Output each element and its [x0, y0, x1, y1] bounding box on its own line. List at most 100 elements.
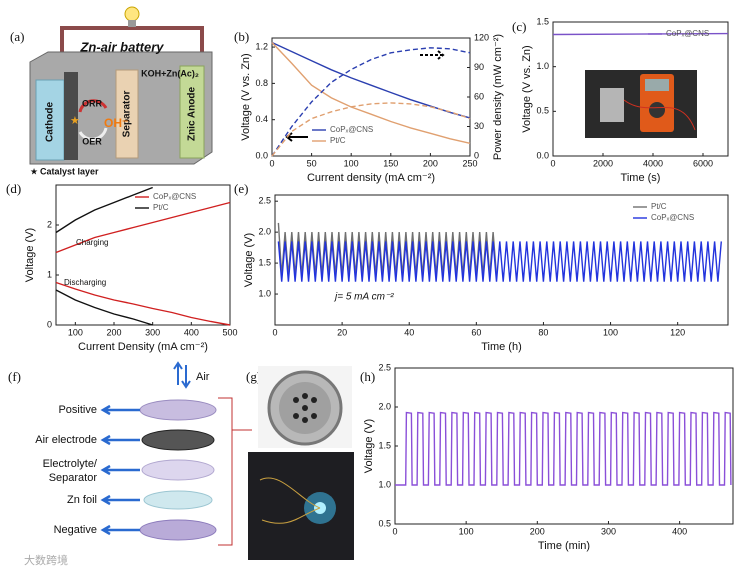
x-tick-label: 50 [307, 158, 317, 168]
disk-air-electrode [141, 429, 215, 451]
x-tick-label: 120 [670, 327, 685, 337]
air-arrows [173, 361, 191, 389]
series-line [271, 47, 471, 157]
series-line [271, 41, 471, 119]
panel-label: (e) [234, 181, 248, 196]
panel-label: (c) [512, 19, 526, 34]
annotation: Charging [76, 238, 108, 247]
y-axis-label: Voltage (V) [243, 233, 255, 287]
series-line [55, 201, 231, 254]
separator-label: Separator [122, 91, 133, 138]
x-axis-label: Time (s) [621, 172, 661, 184]
y-axis-label: Voltage (V) [363, 419, 375, 473]
catalyst-label: Catalyst layer [40, 166, 99, 176]
y-tick-label: 1.0 [536, 61, 549, 71]
series-line [271, 42, 471, 144]
disk-separator [141, 459, 215, 481]
y-tick-label: 2 [47, 219, 52, 229]
catalyst-layer [64, 72, 78, 160]
y2-tick-label: 30 [474, 121, 484, 131]
oer-label: OER [82, 136, 102, 146]
arrow-right [420, 50, 445, 60]
y2-tick-label: 60 [474, 91, 484, 101]
layer-label: Electrolyte/ [43, 458, 98, 470]
plot-frame [552, 21, 729, 157]
layer-label: Air electrode [35, 434, 97, 446]
photos [248, 366, 354, 560]
x-tick-label: 200 [106, 327, 121, 337]
x-tick-label: 0 [392, 526, 397, 536]
panel-label: (b) [234, 29, 249, 44]
x-tick-label: 200 [423, 158, 438, 168]
y-tick-label: 1 [47, 269, 52, 279]
electrolyte-label: KOH+Zn(Ac)₂ [141, 68, 199, 78]
x-axis-label: Current density (mA cm⁻²) [307, 172, 435, 184]
orr-label: ORR [82, 98, 103, 108]
oer-arrow [78, 127, 108, 141]
y-tick-label: 1.5 [536, 16, 549, 26]
wires [259, 477, 321, 524]
y-axis-label: Voltage (V) [24, 228, 36, 282]
x-axis-label: Time (h) [481, 341, 522, 353]
x-tick-label: 0 [550, 158, 555, 168]
legend-label: CoPₓ@CNS [330, 125, 373, 134]
dial [649, 102, 665, 118]
y-tick-label: 0.5 [378, 518, 391, 528]
y-axis-label: Voltage (V vs. Zn) [521, 45, 533, 132]
legend-label: Pt/C [651, 202, 667, 211]
y-tick-label: 0.0 [255, 150, 268, 160]
anode-label: Znic Anode [187, 87, 198, 142]
inset-photo [585, 70, 697, 138]
x-tick-label: 200 [530, 526, 545, 536]
bulb-base [128, 20, 136, 27]
y2-tick-label: 90 [474, 62, 484, 72]
ion-label: OH⁻ [104, 116, 128, 130]
legend-label: Pt/C [153, 203, 169, 212]
x-axis-label: Current Density (mA cm⁻²) [78, 341, 208, 353]
series-line [55, 281, 231, 326]
series-line [55, 289, 153, 326]
y-tick-label: 2.5 [378, 362, 391, 372]
series-line [55, 186, 153, 234]
annotation: j= 5 mA cm⁻² [333, 292, 394, 303]
y2-tick-label: 0 [474, 150, 479, 160]
series-line [277, 241, 722, 282]
y-tick-label: 2.5 [258, 196, 271, 206]
display [645, 79, 669, 91]
anode [179, 65, 205, 159]
panel-label: (f) [8, 369, 21, 384]
battery-title: Zn-air battery [79, 39, 164, 54]
y-tick-label: 2.0 [258, 227, 271, 237]
x-tick-label: 20 [337, 327, 347, 337]
star-small: ★ [30, 166, 38, 176]
x-tick-label: 250 [462, 158, 477, 168]
x-tick-label: 500 [222, 327, 237, 337]
y-tick-label: 1.0 [258, 288, 271, 298]
y-tick-label: 1.5 [258, 257, 271, 267]
photo-bottom [248, 452, 354, 560]
cell-photo [600, 88, 624, 122]
x-tick-label: 100 [603, 327, 618, 337]
layer-label: Negative [54, 524, 97, 536]
series-line [271, 102, 471, 157]
x-tick-label: 400 [672, 526, 687, 536]
x-tick-label: 0 [269, 158, 274, 168]
layer-label: Separator [49, 472, 98, 484]
layer-label: Zn foil [67, 494, 97, 506]
x-tick-label: 100 [344, 158, 359, 168]
legend-label: CoPₓ@CNS [651, 213, 694, 222]
y-tick-label: 1.2 [255, 41, 268, 51]
panel-label: (a) [10, 29, 24, 44]
y-tick-label: 1.5 [378, 440, 391, 450]
y-tick-label: 0.0 [536, 150, 549, 160]
x-tick-label: 400 [184, 327, 199, 337]
x-tick-label: 150 [383, 158, 398, 168]
y-tick-label: 0 [47, 319, 52, 329]
x-tick-label: 300 [145, 327, 160, 337]
watermark: 大数跨境 [24, 553, 68, 567]
y-tick-label: 0.4 [255, 114, 268, 124]
panel-label: (h) [360, 369, 375, 384]
disk-negative [139, 519, 217, 541]
